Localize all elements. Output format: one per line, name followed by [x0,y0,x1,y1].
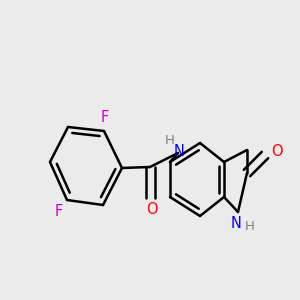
Text: F: F [55,205,63,220]
Text: N: N [231,217,242,232]
Text: O: O [271,145,283,160]
Text: N: N [174,145,184,160]
Text: H: H [165,134,175,146]
Text: F: F [101,110,109,125]
Text: O: O [146,202,158,217]
Text: H: H [245,220,255,232]
